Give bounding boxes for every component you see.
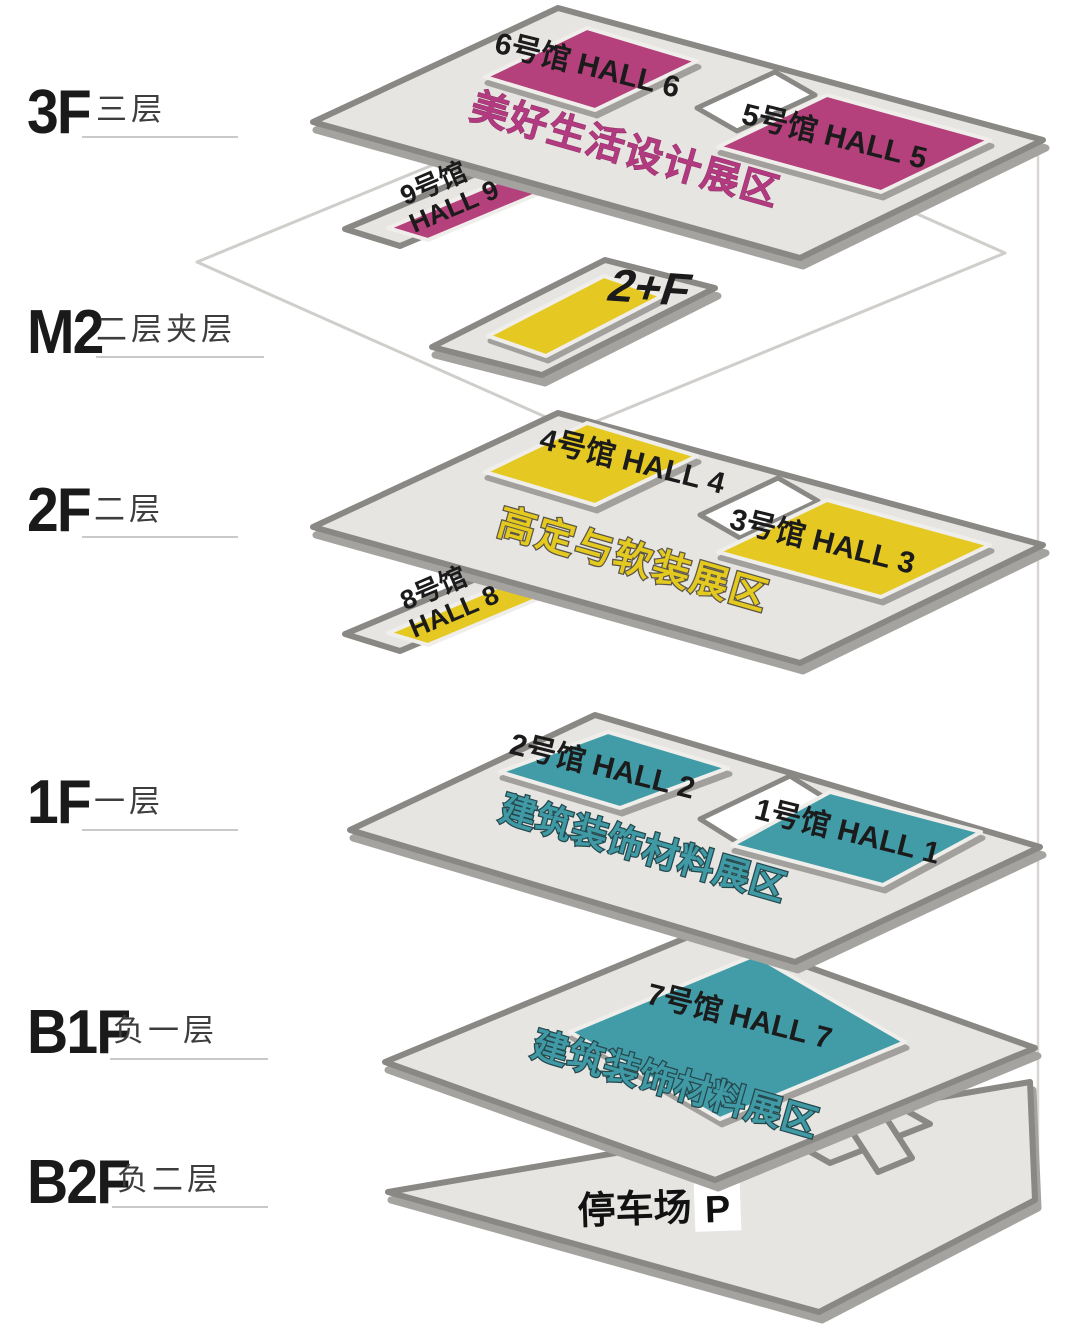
hall-1-shape <box>730 790 983 887</box>
floor-code-3f: 3F <box>27 78 92 147</box>
parking-label-group: 停车场 P <box>577 1180 742 1233</box>
floor-name-b2f: 负二层 <box>117 1162 222 1197</box>
parking-label: 停车场 <box>577 1187 692 1233</box>
floor-code-1f: 1F <box>27 768 92 837</box>
hall-2-shape <box>498 730 730 810</box>
hall-2f-plus-label: 2+F <box>602 260 699 316</box>
underline-b1f <box>110 1058 268 1060</box>
underline-2f <box>82 536 238 538</box>
floor-name-2f: 二层 <box>94 492 164 527</box>
floor-code-b2f: B2F <box>27 1148 131 1217</box>
floor-2f: 4号馆 HALL 4 3号馆 HALL 3 8号馆 HALL 8 高定与软装展区 <box>310 410 1050 675</box>
floor-code-2f: 2F <box>27 476 92 545</box>
floor-code-m2: M2 <box>27 298 104 367</box>
floor-code-b1f: B1F <box>27 998 131 1067</box>
3f-atrium-hole <box>694 69 818 134</box>
floor-name-m2: 二层夹层 <box>96 312 236 347</box>
underline-b2f <box>112 1206 268 1208</box>
underline-1f <box>82 829 238 831</box>
hall-4-shape <box>483 421 699 507</box>
2f-atrium-hole <box>697 475 821 541</box>
floor-name-b1f: 负一层 <box>113 1013 218 1048</box>
underline-3f <box>82 136 238 138</box>
floor-b1f: 7号馆 HALL 7 建筑装饰材料展区 <box>382 927 1042 1192</box>
parking-symbol: P <box>704 1189 731 1232</box>
hall-5-shape <box>716 93 992 194</box>
hall-3-shape <box>716 498 992 599</box>
underline-m2 <box>96 356 264 358</box>
hall-2f-plus-shape <box>486 274 664 358</box>
floor-1f: 2号馆 HALL 2 1号馆 HALL 1 建筑装饰材料展区 <box>347 712 1047 974</box>
hall-7-shape <box>568 953 907 1121</box>
parking-symbol-box <box>693 1180 742 1232</box>
hall-6-shape <box>483 26 699 112</box>
floor-name-3f: 三层 <box>96 92 166 127</box>
floor-name-1f: 一层 <box>94 784 164 819</box>
